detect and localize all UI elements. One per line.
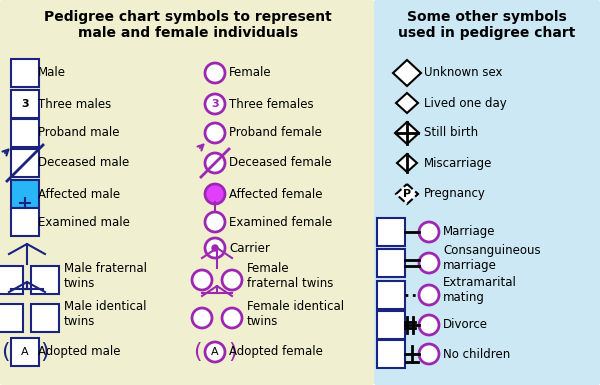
Polygon shape xyxy=(396,184,418,204)
Bar xyxy=(377,340,405,368)
Bar xyxy=(11,59,39,87)
Text: Deceased male: Deceased male xyxy=(38,156,129,169)
Text: Examined male: Examined male xyxy=(38,216,130,229)
Text: A: A xyxy=(21,347,29,357)
Circle shape xyxy=(192,308,212,328)
Text: Female
fraternal twins: Female fraternal twins xyxy=(247,262,334,290)
Circle shape xyxy=(222,308,242,328)
Text: Affected male: Affected male xyxy=(38,187,120,201)
Bar xyxy=(11,90,39,118)
Text: Proband male: Proband male xyxy=(38,127,119,139)
Text: Extramarital
mating: Extramarital mating xyxy=(443,276,517,304)
Text: Pregnancy: Pregnancy xyxy=(424,187,486,201)
Bar xyxy=(377,311,405,339)
Polygon shape xyxy=(397,154,417,172)
Text: Consanguineous
marriage: Consanguineous marriage xyxy=(443,244,541,272)
Polygon shape xyxy=(393,60,421,86)
Circle shape xyxy=(192,270,212,290)
FancyBboxPatch shape xyxy=(0,0,374,385)
Circle shape xyxy=(419,285,439,305)
Circle shape xyxy=(419,315,439,335)
Bar xyxy=(11,338,39,366)
Bar xyxy=(0,266,23,294)
Text: P: P xyxy=(403,189,411,199)
Circle shape xyxy=(205,63,225,83)
Bar xyxy=(11,119,39,147)
Circle shape xyxy=(212,245,218,251)
Circle shape xyxy=(222,270,242,290)
Circle shape xyxy=(205,184,225,204)
Bar xyxy=(31,266,59,294)
Text: No children: No children xyxy=(443,348,510,360)
Bar xyxy=(11,208,39,236)
Circle shape xyxy=(205,123,225,143)
Text: 3: 3 xyxy=(211,99,219,109)
Text: ): ) xyxy=(41,342,49,362)
Circle shape xyxy=(419,222,439,242)
Circle shape xyxy=(419,253,439,273)
Text: Lived one day: Lived one day xyxy=(424,97,507,109)
Text: Unknown sex: Unknown sex xyxy=(424,67,503,79)
Bar xyxy=(377,218,405,246)
Text: Carrier: Carrier xyxy=(229,241,270,254)
Circle shape xyxy=(205,212,225,232)
Text: Some other symbols
used in pedigree chart: Some other symbols used in pedigree char… xyxy=(398,10,575,40)
Circle shape xyxy=(205,342,225,362)
Circle shape xyxy=(205,153,225,173)
Bar xyxy=(11,180,39,208)
Text: Examined female: Examined female xyxy=(229,216,332,229)
Text: A: A xyxy=(211,347,219,357)
Text: Pedigree chart symbols to represent
male and female individuals: Pedigree chart symbols to represent male… xyxy=(44,10,332,40)
Text: Deceased female: Deceased female xyxy=(229,156,332,169)
Circle shape xyxy=(419,344,439,364)
Text: Three males: Three males xyxy=(38,97,111,110)
Bar xyxy=(0,304,23,332)
Text: (: ( xyxy=(1,342,10,362)
Bar xyxy=(31,304,59,332)
Bar xyxy=(377,281,405,309)
Text: Female identical
twins: Female identical twins xyxy=(247,300,344,328)
Text: Miscarriage: Miscarriage xyxy=(424,156,493,169)
Text: Male: Male xyxy=(38,67,66,79)
Text: Adopted female: Adopted female xyxy=(229,345,323,358)
Circle shape xyxy=(205,94,225,114)
Polygon shape xyxy=(395,122,419,144)
Text: Affected female: Affected female xyxy=(229,187,323,201)
Bar xyxy=(11,149,39,177)
Text: Marriage: Marriage xyxy=(443,226,496,238)
Text: Male fraternal
twins: Male fraternal twins xyxy=(64,262,147,290)
Text: Three females: Three females xyxy=(229,97,314,110)
Text: Proband female: Proband female xyxy=(229,127,322,139)
Text: 3: 3 xyxy=(21,99,29,109)
Polygon shape xyxy=(396,93,418,113)
Text: ): ) xyxy=(229,342,238,362)
Text: Female: Female xyxy=(229,67,272,79)
Text: Adopted male: Adopted male xyxy=(38,345,121,358)
Text: (: ( xyxy=(193,342,202,362)
Text: Still birth: Still birth xyxy=(424,127,478,139)
Text: Divorce: Divorce xyxy=(443,318,488,331)
Bar xyxy=(377,249,405,277)
Circle shape xyxy=(205,238,225,258)
Text: Male identical
twins: Male identical twins xyxy=(64,300,146,328)
FancyBboxPatch shape xyxy=(374,0,600,385)
